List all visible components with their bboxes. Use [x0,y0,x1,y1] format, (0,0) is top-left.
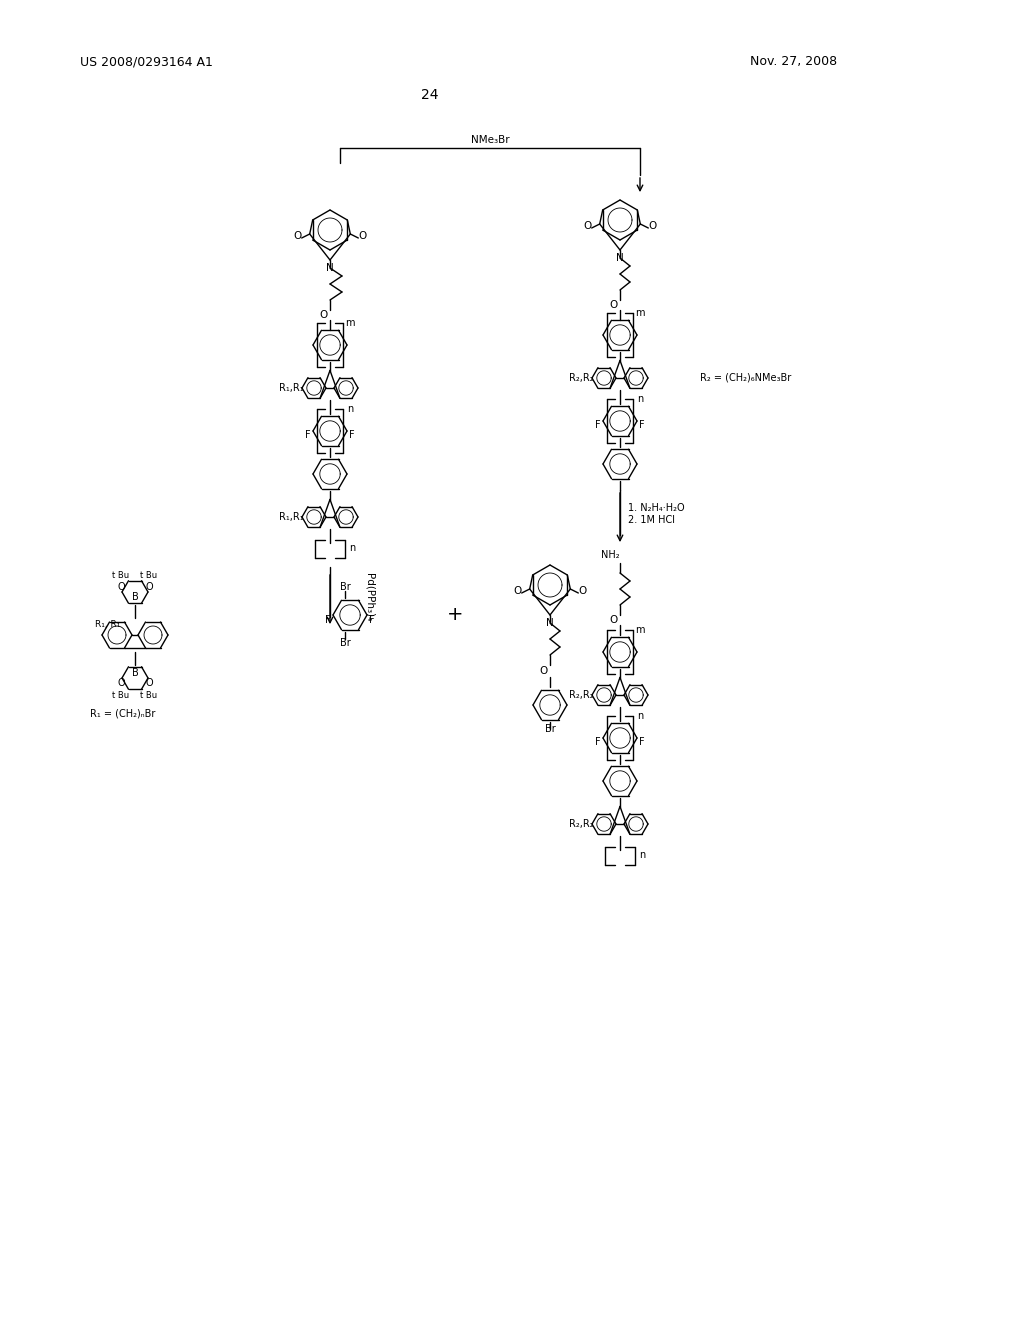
Text: O: O [145,678,153,688]
Text: O: O [540,667,548,676]
Text: Nov. 27, 2008: Nov. 27, 2008 [750,55,838,69]
Text: Br: Br [340,638,350,648]
Text: n: n [639,850,645,861]
Text: O: O [117,582,125,591]
Text: NH₂: NH₂ [601,550,620,560]
Text: t Bu: t Bu [140,570,158,579]
Text: R₂,R₂: R₂,R₂ [569,690,594,700]
Text: t Bu: t Bu [113,570,130,579]
Text: F: F [639,737,645,747]
Text: O: O [294,231,302,242]
Text: O: O [584,220,592,231]
Text: Br: Br [545,723,555,734]
Text: 1. N₂H₄·H₂O: 1. N₂H₄·H₂O [628,503,685,513]
Text: n: n [347,404,353,414]
Text: O: O [610,300,618,310]
Text: n: n [349,543,355,553]
Text: n: n [637,711,643,721]
Text: R₁,R₁: R₁,R₁ [280,383,304,393]
Text: O: O [514,586,522,597]
Text: m: m [345,318,354,327]
Text: US 2008/0293164 A1: US 2008/0293164 A1 [80,55,213,69]
Text: R₁,R₁: R₁,R₁ [280,512,304,521]
Text: NMe₃Br: NMe₃Br [471,135,509,145]
Text: O: O [319,310,328,319]
Text: B: B [132,591,138,602]
Text: Pd(PPh₃)₄: Pd(PPh₃)₄ [365,573,375,622]
Text: 24: 24 [421,88,438,102]
Text: N: N [546,618,554,628]
Text: O: O [117,678,125,688]
Text: N: N [616,253,624,263]
Text: O: O [579,586,587,597]
Text: R₁, R₁: R₁, R₁ [95,620,121,630]
Text: R₂,R₂: R₂,R₂ [569,818,594,829]
Text: m: m [635,308,645,318]
Text: t Bu: t Bu [113,690,130,700]
Text: F: F [639,420,645,430]
Text: t Bu: t Bu [140,690,158,700]
Text: B: B [132,668,138,678]
Text: R₂,R₂: R₂,R₂ [569,374,594,383]
Text: n: n [637,393,643,404]
Text: Br: Br [340,582,350,591]
Text: F: F [595,737,601,747]
Text: F: F [326,615,331,624]
Text: F: F [305,430,311,440]
Text: F: F [349,430,354,440]
Text: O: O [610,615,618,624]
Text: F: F [370,615,375,624]
Text: m: m [635,624,645,635]
Text: +: + [446,606,463,624]
Text: R₂ = (CH₂)₆NMe₃Br: R₂ = (CH₂)₆NMe₃Br [700,374,792,383]
Text: 2. 1M HCl: 2. 1M HCl [628,515,675,525]
Text: R₁ = (CH₂)ₙBr: R₁ = (CH₂)ₙBr [90,708,156,718]
Text: O: O [145,582,153,591]
Text: O: O [648,220,656,231]
Text: N: N [326,263,334,273]
Text: O: O [358,231,367,242]
Text: F: F [595,420,601,430]
